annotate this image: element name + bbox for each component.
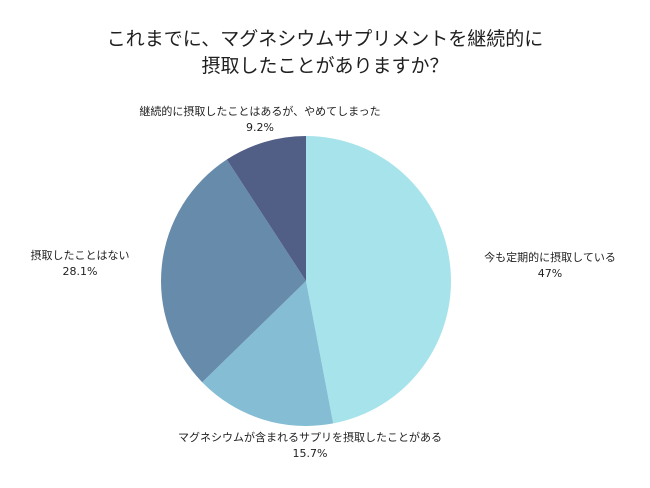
slice-label-stopped-value: 9.2% bbox=[246, 121, 274, 134]
slice-label-never: 摂取したことはない 28.1% bbox=[10, 248, 150, 280]
slice-stopped bbox=[226, 136, 306, 281]
chart-title-line-2: 摂取したことがありますか？ bbox=[201, 55, 449, 77]
slice-currently-taking bbox=[306, 136, 451, 424]
chart-title: これまでに、マグネシウムサプリメントを継続的に 摂取したことがありますか？ bbox=[0, 26, 650, 80]
slice-label-supplement-containing-value: 15.7% bbox=[292, 447, 328, 460]
slice-label-supplement-containing: マグネシウムが含まれるサプリを摂取したことがある 15.7% bbox=[80, 430, 540, 462]
slice-supplement-containing bbox=[202, 281, 334, 426]
slice-label-never-value: 28.1% bbox=[62, 265, 98, 278]
chart-title-line-1: これまでに、マグネシウムサプリメントを継続的に bbox=[106, 28, 544, 50]
slice-label-currently-taking-name: 今も定期的に摂取している bbox=[484, 251, 616, 264]
slice-label-supplement-containing-name: マグネシウムが含まれるサプリを摂取したことがある bbox=[178, 431, 442, 444]
slice-label-stopped-name: 継続的に摂取したことはあるが、やめてしまった bbox=[139, 105, 381, 118]
slice-label-currently-taking-value: 47% bbox=[537, 267, 563, 280]
slice-never bbox=[161, 159, 306, 383]
pie-slices bbox=[161, 136, 451, 426]
slice-label-stopped: 継続的に摂取したことはあるが、やめてしまった 9.2% bbox=[100, 104, 420, 136]
slice-label-currently-taking: 今も定期的に摂取している 47% bbox=[460, 250, 640, 282]
slice-label-never-name: 摂取したことはない bbox=[30, 249, 130, 262]
